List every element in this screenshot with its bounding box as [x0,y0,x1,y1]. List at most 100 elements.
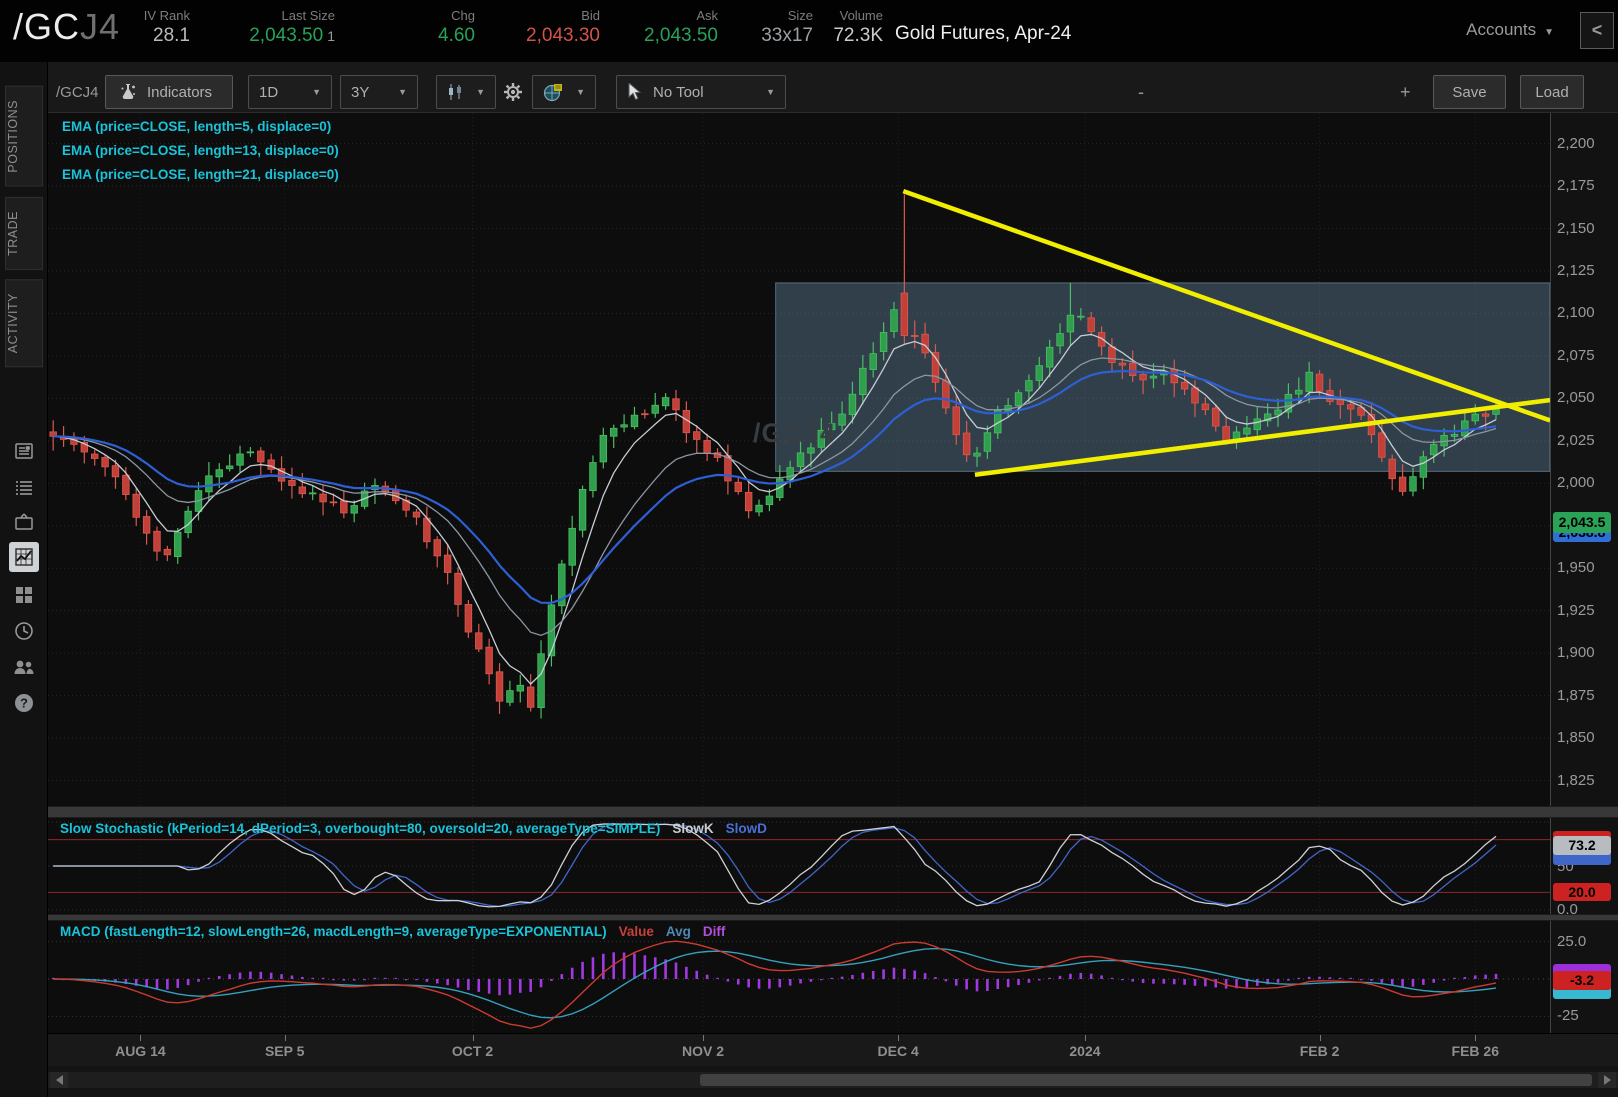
ask-label: Ask [696,8,718,23]
study-label-0[interactable]: EMA (price=CLOSE, length=5, displace=0) [62,119,332,134]
study-label-2[interactable]: EMA (price=CLOSE, length=21, displace=0) [62,167,339,182]
apps-grid-icon[interactable] [9,580,39,610]
range-dropdown[interactable]: 3Y ▼ [340,75,418,109]
scrollbar-thumb[interactable] [700,1074,1592,1086]
main-chart[interactable]: /GCJ4 EMA (price=CLOSE, length=5, displa… [48,113,1550,806]
stat-bid: Bid 2,043.30 [475,8,600,47]
chevron-down-icon: ▼ [766,87,775,97]
watchlist-icon[interactable] [9,472,39,502]
sidebar: POSITIONS TRADE ACTIVITY ? [0,62,48,1097]
legend-avg: Avg [665,924,691,939]
news-icon[interactable] [9,436,39,466]
stochastic-label[interactable]: Slow Stochastic (kPeriod=14, dPeriod=3, … [60,821,661,836]
stochastic-legend: SlowK SlowD [672,821,767,836]
stat-volume: Volume 72.3K [813,8,883,47]
toolbar-symbol: /GCJ4 [56,83,99,101]
stochastic-panel[interactable]: Slow Stochastic (kPeriod=14, dPeriod=3, … [48,818,1550,914]
help-icon[interactable]: ? [9,688,39,718]
candlestick-canvas[interactable] [48,113,1550,806]
bid-value: 2,043.30 [526,25,600,46]
price-axis[interactable]: 2,038.8 2,043.5 1,8251,8501,8751,9001,92… [1550,113,1618,806]
legend-slowd: SlowD [725,821,767,836]
accounts-menu[interactable]: Accounts ▼ [1466,20,1554,40]
time-tick [1084,1035,1086,1041]
stat-iv-rank: IV Rank 28.1 [120,8,190,47]
chevron-down-icon: ▼ [312,87,321,97]
tv-icon[interactable] [9,507,39,537]
iv-rank-label: IV Rank [143,8,190,23]
sidebar-tab-activity[interactable]: ACTIVITY [5,279,43,368]
macd-label[interactable]: MACD (fastLength=12, slowLength=26, macd… [60,924,607,939]
time-tick [702,1035,704,1041]
time-tick [472,1035,474,1041]
chevron-down-icon: ▼ [1544,27,1554,38]
chevron-down-icon: ▼ [576,87,585,97]
time-tick [1319,1035,1321,1041]
stat-chg: Chg 4.60 [335,8,475,47]
save-button[interactable]: Save [1433,75,1506,109]
globe-patterns-icon [543,82,563,102]
chart-watermark: /GCJ4 [753,418,837,448]
timeframe-dropdown[interactable]: 1D ▼ [248,75,332,109]
legend-slowk: SlowK [672,821,714,836]
price-axis-label: 2,200 [1557,134,1595,152]
timeframe-value: 1D [259,83,279,101]
indicators-label: Indicators [147,83,213,101]
macd-panel[interactable]: MACD (fastLength=12, slowLength=26, macd… [48,921,1550,1033]
price-axis-label: 2,050 [1557,389,1595,407]
price-axis-label: 1,950 [1557,559,1595,577]
scrollbar-left-arrow[interactable] [50,1072,68,1088]
time-tick [898,1035,900,1041]
quote-stats: IV Rank 28.1 Last Size 2,043.50 1 Chg 4.60 Bid 2… [120,8,883,47]
zoom-in-button[interactable]: + [1400,81,1411,102]
community-icon[interactable] [9,652,39,682]
panel-resize-handle[interactable] [48,806,1618,818]
chart-icon[interactable] [9,542,39,572]
history-icon[interactable] [9,616,39,646]
range-value: 3Y [351,83,370,101]
indicators-icon [118,82,138,102]
price-axis-label: 1,900 [1557,644,1595,662]
time-tick-label: DEC 4 [877,1043,919,1059]
scrollbar-right-arrow[interactable] [1598,1072,1616,1088]
volume-value: 72.3K [833,25,883,46]
time-tick-label: AUG 14 [115,1043,166,1059]
chart-scrollbar[interactable] [48,1066,1618,1097]
active-tool-dropdown[interactable]: No Tool ▼ [616,75,786,109]
price-axis-label: 2,100 [1557,304,1595,322]
macd-value-badge: -3.2 [1553,971,1611,990]
sidebar-tab-positions[interactable]: POSITIONS [5,86,43,187]
time-axis[interactable]: AUG 14 SEP 5 OCT 2 NOV 2 DEC 4 2024 FEB 2 FEB 2… [48,1033,1618,1066]
chart-type-dropdown[interactable]: ▼ [436,75,496,109]
stat-ask: Ask 2,043.50 [600,8,718,47]
tool-value: No Tool [653,83,704,101]
time-tick [284,1035,286,1041]
price-axis-label: 1,850 [1557,729,1595,747]
settings-gear-button[interactable] [503,75,523,109]
time-tick-label: NOV 2 [681,1043,724,1059]
load-button[interactable]: Load [1520,75,1584,109]
sidebar-tab-trade[interactable]: TRADE [5,196,43,270]
panel-resize-handle[interactable] [48,914,1618,921]
time-tick-label: OCT 2 [451,1043,494,1059]
sidebar-tabs: POSITIONS TRADE ACTIVITY [0,86,48,378]
stochastic-axis[interactable]: 73.2 50 20.0 0.0 [1550,818,1618,918]
last-size-label: Last Size [281,8,335,23]
price-axis-label: 1,825 [1557,771,1595,789]
zoom-out-button[interactable]: - [1138,81,1144,102]
ask-value: 2,043.50 [644,25,718,46]
stochastic-canvas [48,818,1550,914]
study-label-1[interactable]: EMA (price=CLOSE, length=13, displace=0) [62,143,339,158]
price-axis-label: 2,075 [1557,346,1595,364]
indicators-button[interactable]: Indicators [105,75,233,109]
chart-toolbar: /GCJ4 Indicators 1D ▼ 3Y ▼ ▼ ▼ No Tool ▼ -… [48,62,1618,158]
chevron-down-icon: ▼ [476,87,485,97]
collapse-panel-button[interactable]: < [1580,12,1614,49]
legend-value: Value [618,924,654,939]
accounts-label: Accounts [1466,20,1537,39]
macd-axis[interactable]: 25.0 -3.2 -25 [1550,921,1618,1033]
time-tick-label: FEB 2 [1299,1043,1340,1059]
instrument-description: Gold Futures, Apr-24 [895,23,1072,44]
symbol-root: /GC [13,6,81,47]
drawing-tools-dropdown[interactable]: ▼ [532,75,596,109]
